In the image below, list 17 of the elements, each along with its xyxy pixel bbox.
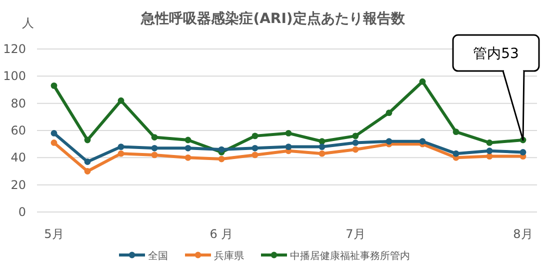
x-tick-label: 5月: [44, 227, 64, 241]
legend-label: 全国: [148, 250, 168, 262]
y-tick-label: 80: [10, 96, 26, 110]
x-tick-label: 8月: [513, 227, 533, 241]
y-tick-label: 100: [3, 69, 26, 84]
y-tick-label: 40: [10, 150, 26, 165]
y-tick-label: 0: [18, 205, 26, 219]
chart-title: 急性呼吸器感染症(ARI)定点あたり報告数: [140, 10, 406, 27]
x-tick-label: 6 月: [210, 227, 234, 241]
legend-label: 兵庫県: [214, 250, 244, 262]
y-axis-title: 人: [22, 16, 34, 30]
x-tick-label: 7月: [346, 227, 366, 241]
y-tick-label: 120: [3, 42, 26, 56]
annotation: 管内53: [473, 46, 519, 62]
legend-label: 中播居健康福祉事務所管内: [290, 250, 410, 262]
y-tick-label: 20: [10, 178, 26, 192]
y-tick-label: 60: [10, 124, 26, 138]
